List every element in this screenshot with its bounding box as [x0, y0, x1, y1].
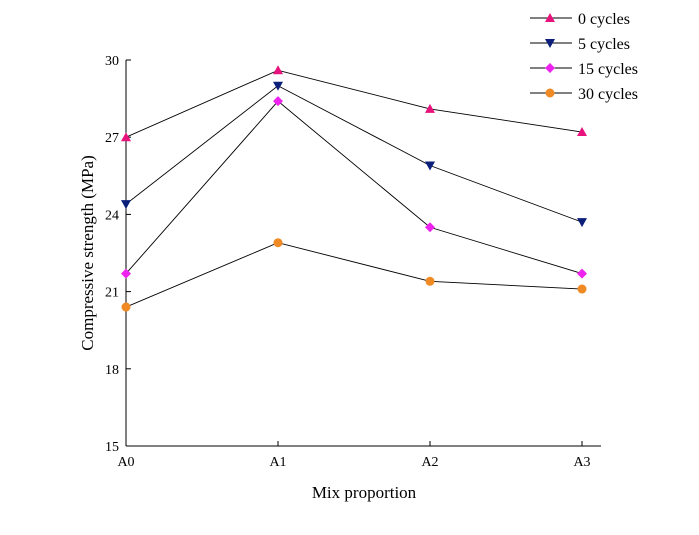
data-point	[121, 132, 131, 142]
data-point	[273, 96, 283, 107]
data-point	[273, 81, 283, 91]
data-point	[425, 276, 435, 286]
legend-item: 0 cycles	[530, 11, 630, 28]
y-tick-label: 18	[105, 363, 119, 378]
series-line	[125, 69, 583, 138]
x-axis-title: Mix proportion	[312, 483, 417, 502]
series-4	[121, 238, 587, 312]
data-point	[425, 222, 435, 233]
legend: 0 cycles 5 cycles 15 cycles 30 cycles	[530, 11, 638, 103]
y-tick-label: 24	[105, 208, 119, 223]
legend-marker	[545, 63, 555, 73]
legend-label: 5 cycles	[578, 36, 630, 53]
legend-item: 30 cycles	[530, 86, 638, 103]
data-point	[273, 65, 283, 75]
data-point	[577, 284, 587, 294]
x-tick-label: A2	[421, 455, 438, 470]
legend-marker	[545, 39, 555, 48]
y-ticks: 15 18 21 24 27 30	[105, 54, 131, 455]
series-1	[121, 65, 587, 142]
x-tick-label: A1	[269, 455, 286, 470]
x-ticks: A0 A1 A2 A3	[117, 441, 591, 470]
series-line	[125, 100, 583, 275]
data-point	[425, 103, 435, 113]
data-point	[577, 268, 587, 279]
legend-label: 15 cycles	[578, 61, 638, 78]
legend-marker	[545, 88, 555, 98]
y-tick-label: 30	[105, 54, 119, 69]
legend-label: 0 cycles	[578, 11, 630, 28]
y-tick-label: 21	[105, 286, 119, 301]
series-layer	[121, 65, 587, 312]
y-tick-label: 27	[105, 131, 119, 146]
legend-item: 5 cycles	[530, 36, 630, 53]
data-point	[577, 218, 587, 228]
legend-label: 30 cycles	[578, 86, 638, 103]
legend-item: 15 cycles	[530, 61, 638, 78]
data-point	[121, 200, 131, 210]
data-point	[121, 302, 131, 312]
series-3	[121, 96, 587, 279]
y-tick-label: 15	[105, 440, 119, 455]
data-point	[273, 238, 283, 248]
series-2	[121, 81, 587, 228]
legend-marker	[545, 13, 555, 22]
y-axis-title: Compressive strength (MPa)	[78, 155, 97, 350]
axes	[125, 60, 601, 447]
data-point	[425, 161, 435, 171]
data-point	[121, 268, 131, 279]
series-line	[125, 85, 583, 223]
x-tick-label: A0	[117, 455, 134, 470]
series-line	[125, 242, 583, 308]
x-tick-label: A3	[573, 455, 590, 470]
data-point	[577, 127, 587, 137]
